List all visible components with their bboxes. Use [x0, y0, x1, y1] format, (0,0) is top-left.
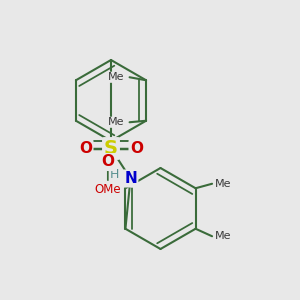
Text: Me: Me: [108, 72, 124, 82]
Text: Me: Me: [215, 179, 232, 189]
Text: OMe: OMe: [95, 183, 121, 196]
Text: Me: Me: [108, 117, 124, 127]
Text: O: O: [79, 141, 92, 156]
Text: H: H: [109, 167, 119, 181]
Text: Me: Me: [215, 231, 232, 241]
Text: S: S: [104, 139, 118, 158]
Text: O: O: [130, 141, 143, 156]
Text: N: N: [124, 171, 137, 186]
Text: O: O: [101, 154, 115, 169]
